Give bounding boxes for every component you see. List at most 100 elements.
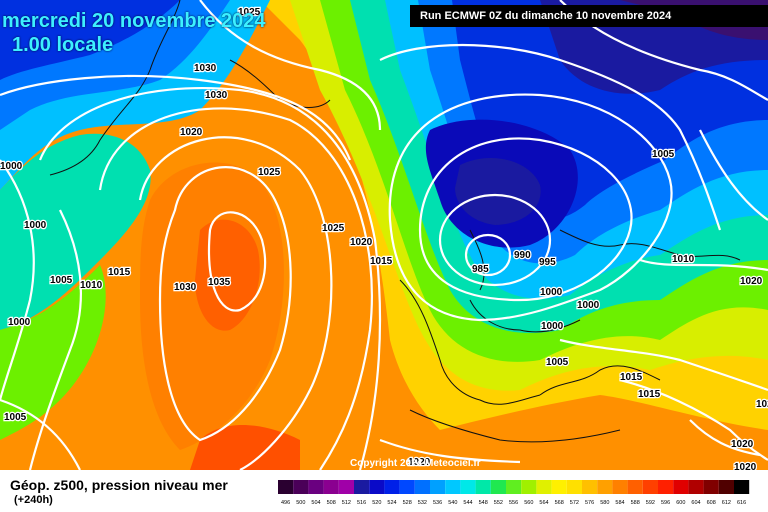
isobar-label: 985	[472, 264, 489, 275]
isobar-label: 1020	[408, 457, 431, 468]
isobar-label: 1020	[731, 439, 754, 450]
scale-swatch	[308, 480, 324, 494]
isobar-label: 1000	[577, 300, 600, 311]
scale-swatch	[460, 480, 476, 494]
scale-tick-label: 516	[357, 500, 366, 506]
scale-tick-label: 608	[707, 500, 716, 506]
local-time: 1.00 locale	[12, 34, 114, 56]
isobar-label: 1000	[0, 161, 23, 172]
isobar-labels: 1025 1030 1030 1020 1000 1000 1005 1010 1015 1000…	[0, 6, 768, 470]
scale-swatch	[734, 480, 750, 494]
model-run-info: Run ECMWF 0Z du dimanche 10 novembre 202…	[410, 5, 768, 27]
scale-tick-label: 584	[615, 500, 624, 506]
isobars	[0, 0, 768, 470]
scale-swatch	[369, 480, 385, 494]
scale-tick-label: 508	[327, 500, 336, 506]
weather-map: 1025 1030 1030 1020 1000 1000 1005 1010 1015 1000…	[0, 0, 768, 470]
scale-tick-label: 612	[722, 500, 731, 506]
scale-swatch	[642, 480, 658, 494]
scale-swatch	[490, 480, 506, 494]
isobar-label: 1010	[672, 254, 695, 265]
scale-swatch	[475, 480, 491, 494]
isobar-label: 1010	[80, 280, 103, 291]
color-scale: 496 500 504 508 512 516 520 524 528 532 536 540 544 5…	[278, 480, 750, 506]
forecast-hour: (+240h)	[14, 494, 53, 506]
scale-tick-label: 592	[646, 500, 655, 506]
scale-swatch	[354, 480, 370, 494]
scale-tick-label: 588	[631, 500, 640, 506]
isobar-label: 1030	[205, 90, 228, 101]
isobar-label: 1025	[322, 223, 345, 234]
scale-swatch	[566, 480, 582, 494]
isobar-label: 1035	[208, 277, 231, 288]
scale-swatch	[612, 480, 628, 494]
scale-swatch	[323, 480, 339, 494]
isobar-label: 1000	[541, 321, 564, 332]
isobar-label: 1030	[174, 282, 197, 293]
scale-tick-label: 604	[691, 500, 700, 506]
scale-swatch	[338, 480, 354, 494]
scale-tick-label: 616	[737, 500, 746, 506]
scale-swatch	[627, 480, 643, 494]
scale-swatch	[445, 480, 461, 494]
scale-swatch	[597, 480, 613, 494]
isobar-label: 1015	[638, 389, 661, 400]
scale-tick-label: 568	[555, 500, 564, 506]
scale-swatch	[521, 480, 537, 494]
isobar-label: 1005	[4, 412, 27, 423]
scale-tick-label: 528	[403, 500, 412, 506]
isobar-label: 1025	[258, 167, 281, 178]
scale-tick-label: 560	[524, 500, 533, 506]
isobar-label: 995	[539, 257, 556, 268]
isobar-label: 1000	[24, 220, 47, 231]
scale-swatch	[430, 480, 446, 494]
scale-tick-label: 536	[433, 500, 442, 506]
isobar-label: 1005	[546, 357, 569, 368]
isobar-label: 1020	[740, 276, 763, 287]
isobar-label: 1020	[350, 237, 373, 248]
scale-tick-label: 544	[463, 500, 472, 506]
copyright-text: Copyright 2024 Meteociel.fr	[350, 458, 481, 469]
scale-tick-label: 500	[296, 500, 305, 506]
scale-tick-label: 596	[661, 500, 670, 506]
isobar-label: 1015	[108, 267, 131, 278]
scale-tick-label: 556	[509, 500, 518, 506]
scale-tick-label: 572	[570, 500, 579, 506]
isobar-label: 990	[514, 250, 531, 261]
scale-tick-label: 524	[387, 500, 396, 506]
scale-tick-label: 552	[494, 500, 503, 506]
scale-tick-label: 564	[539, 500, 548, 506]
scale-swatch	[673, 480, 689, 494]
isobar-label: 1015	[620, 372, 643, 383]
scale-swatch	[718, 480, 734, 494]
scale-swatch	[688, 480, 704, 494]
isobar-label: 1005	[50, 275, 73, 286]
isobar-label: 1025	[238, 7, 261, 18]
isobar-label: 1000	[8, 317, 31, 328]
scale-swatch	[506, 480, 522, 494]
scale-swatch	[582, 480, 598, 494]
scale-tick-label: 548	[479, 500, 488, 506]
isobar-label: 1005	[652, 149, 675, 160]
isobar-label: 1020	[734, 462, 757, 470]
scale-swatch	[384, 480, 400, 494]
scale-tick-label: 532	[418, 500, 427, 506]
isobar-label: 1020	[180, 127, 203, 138]
scale-tick-label: 576	[585, 500, 594, 506]
isobar-label: 1020	[756, 399, 768, 410]
isobar-label: 1030	[194, 63, 217, 74]
scale-swatch	[536, 480, 552, 494]
scale-tick-label: 504	[311, 500, 320, 506]
scale-swatch	[551, 480, 567, 494]
scale-tick-label: 540	[448, 500, 457, 506]
scale-swatch	[278, 480, 294, 494]
field-label: Géop. z500, pression niveau mer	[10, 477, 228, 493]
isobar-label: 1000	[540, 287, 563, 298]
scale-swatch	[414, 480, 430, 494]
scale-tick-label: 520	[372, 500, 381, 506]
scale-tick-label: 580	[600, 500, 609, 506]
isobar-label: 1015	[370, 256, 393, 267]
forecast-date: mercredi 20 novembre 2024	[2, 10, 266, 32]
scale-swatch	[293, 480, 309, 494]
